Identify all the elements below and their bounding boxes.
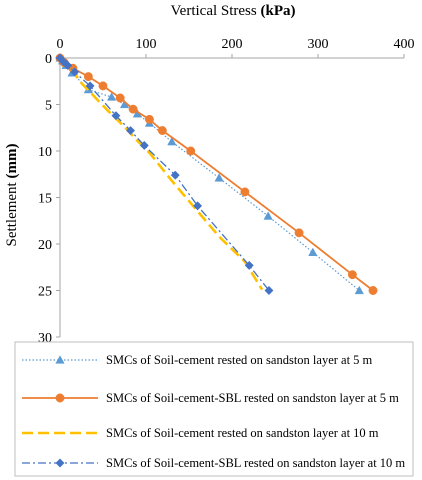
x-tick-label: 400 <box>394 37 415 52</box>
y-axis-title-text: Settlement <box>4 181 20 246</box>
legend-label: SMCs of Soil-cement-SBL rested on sandst… <box>106 456 405 470</box>
data-point-diamond <box>58 57 68 67</box>
x-tick-label: 200 <box>222 37 243 52</box>
data-point-circle <box>55 393 65 403</box>
series-2 <box>55 53 378 295</box>
legend-item-2: SMCs of Soil-cement-SBL rested on sandst… <box>22 391 399 405</box>
data-point-circle <box>347 270 357 280</box>
legend-item-3: SMCs of Soil-cement rested on sandston l… <box>22 426 379 440</box>
x-tick-label: 0 <box>57 37 64 52</box>
data-point-triangle <box>167 136 177 146</box>
data-point-triangle <box>106 92 117 101</box>
y-tick-label: 25 <box>38 285 52 300</box>
y-tick-label: 0 <box>45 52 52 67</box>
data-point-circle <box>98 81 108 91</box>
legend: SMCs of Soil-cement rested on sandston l… <box>22 353 405 470</box>
x-axis-title-unit: (kPa) <box>260 3 295 19</box>
data-point-diamond <box>244 260 254 270</box>
data-point-circle <box>128 104 138 114</box>
data-point-diamond <box>55 458 65 468</box>
data-point-triangle <box>263 211 273 220</box>
data-point-diamond <box>63 60 73 70</box>
data-point-diamond <box>139 140 149 150</box>
series-layer <box>55 53 378 296</box>
data-point-circle <box>144 114 154 124</box>
series-3 <box>59 57 264 291</box>
legend-label: SMCs of Soil-cement-SBL rested on sandst… <box>106 391 399 405</box>
y-axis-title-unit: (mm) <box>4 144 20 179</box>
x-tick-label: 100 <box>136 37 157 52</box>
x-axis-title-text: Vertical Stress <box>171 3 257 19</box>
data-point-diamond <box>193 201 203 211</box>
y-axis-title: Settlement (mm) <box>4 144 20 247</box>
x-tick-label: 300 <box>308 37 329 52</box>
legend-item-4: SMCs of Soil-cement-SBL rested on sandst… <box>22 456 405 470</box>
data-point-diamond <box>125 125 136 136</box>
series-line <box>59 57 270 291</box>
x-axis-title: Vertical Stress (kPa) <box>171 3 296 19</box>
data-point-diamond <box>170 170 180 180</box>
y-tick-label: 5 <box>45 99 52 114</box>
series-line <box>59 57 264 291</box>
y-tick-label: 10 <box>38 145 52 160</box>
data-point-diamond <box>70 67 80 77</box>
data-point-diamond <box>111 111 121 121</box>
data-point-circle <box>157 126 167 135</box>
series-4 <box>55 53 274 296</box>
data-point-triangle <box>354 285 364 295</box>
legend-box <box>14 341 414 477</box>
data-point-triangle <box>308 247 318 256</box>
data-point-triangle <box>214 173 224 182</box>
data-point-circle <box>115 93 125 103</box>
data-point-circle <box>294 228 304 238</box>
data-point-diamond <box>85 81 95 91</box>
y-tick-label: 15 <box>38 192 52 207</box>
data-point-circle <box>368 286 378 295</box>
series-line <box>59 57 374 292</box>
data-point-circle <box>186 146 196 156</box>
data-point-triangle <box>55 355 65 364</box>
data-point-circle <box>83 72 93 82</box>
data-point-circle <box>240 187 250 197</box>
legend-item-1: SMCs of Soil-cement rested on sandston l… <box>22 353 373 367</box>
legend-label: SMCs of Soil-cement rested on sandston l… <box>106 426 379 440</box>
y-tick-label: 20 <box>38 238 52 253</box>
legend-label: SMCs of Soil-cement rested on sandston l… <box>106 353 373 367</box>
data-point-diamond <box>264 285 274 296</box>
